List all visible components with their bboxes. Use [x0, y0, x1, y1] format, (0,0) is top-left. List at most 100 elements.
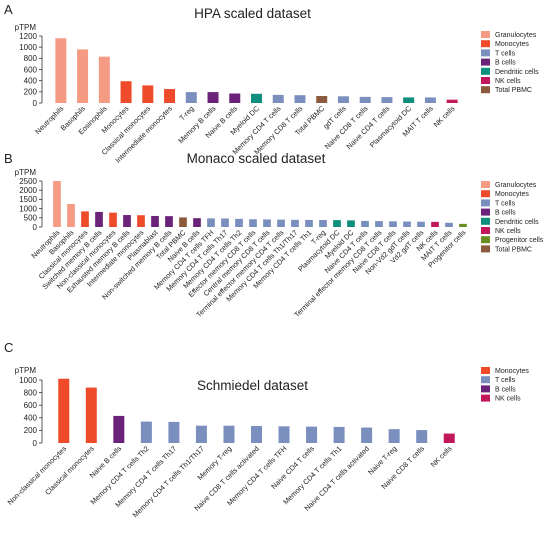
legend-label: NK cells — [495, 228, 521, 235]
legend-swatch — [481, 49, 490, 57]
legend-label: B cells — [495, 60, 516, 67]
chart-title: Monaco scaled dataset — [187, 151, 326, 166]
bar — [221, 218, 229, 227]
bar — [98, 56, 110, 103]
bar — [58, 378, 70, 443]
legend-swatch — [481, 376, 490, 384]
bar — [235, 218, 243, 227]
bar — [272, 94, 284, 103]
bar — [417, 221, 425, 227]
y-tick-label: 600 — [24, 401, 38, 410]
bar — [185, 92, 197, 103]
y-axis-label: pTPM — [15, 23, 37, 32]
bar — [305, 219, 313, 227]
y-tick-label: 0 — [33, 223, 38, 232]
legend-label: Monocytes — [495, 191, 529, 198]
panel-label: B — [4, 151, 13, 166]
y-tick-label: 1000 — [19, 43, 37, 52]
y-tick-label: 400 — [24, 414, 38, 423]
x-tick-label: NK cells — [429, 444, 454, 469]
y-tick-label: 2000 — [19, 186, 37, 195]
bar — [229, 93, 241, 103]
y-tick-label: 1000 — [19, 204, 37, 213]
bar — [359, 96, 371, 103]
bar — [388, 429, 400, 443]
chart-title: HPA scaled dataset — [194, 6, 311, 21]
legend-swatch — [481, 31, 490, 38]
legend-label: T cells — [495, 200, 516, 207]
chart-panel-a: A HPA scaled dataset pTPM 0 200 400 600 800 1000… — [4, 2, 539, 165]
bar — [249, 219, 257, 227]
bar — [381, 97, 393, 103]
legend: Granulocytes Monocytes T cells B cells Dendr… — [481, 181, 544, 253]
bar — [151, 215, 159, 227]
chart-title: Schmiedel dataset — [197, 378, 308, 393]
bar — [168, 421, 180, 443]
bar — [77, 49, 89, 103]
x-tick-label: NK cells — [432, 104, 457, 129]
legend-label: Granulocytes — [495, 32, 537, 39]
bar — [291, 219, 299, 227]
bar — [120, 81, 132, 103]
legend-swatch — [481, 40, 490, 48]
y-tick-label: 2500 — [19, 177, 37, 186]
x-tick-label: Classical monocytes — [43, 444, 96, 497]
bar — [347, 220, 355, 227]
legend-swatch — [481, 385, 490, 393]
legend-swatch — [481, 190, 490, 198]
legend-swatch — [481, 67, 490, 75]
legend: Monocytes T cells B cells NK cells — [481, 367, 529, 403]
bar — [446, 99, 458, 103]
legend-label: T cells — [495, 50, 516, 57]
bar — [424, 97, 436, 103]
legend-swatch — [481, 236, 490, 244]
bar — [207, 218, 215, 227]
legend: Granulocytes Monocytes T cells B cells Dendr… — [481, 31, 539, 94]
bar — [389, 221, 397, 227]
bar — [109, 212, 117, 227]
legend-swatch — [481, 208, 490, 216]
x-tick-label: Neutrophils — [33, 104, 65, 136]
y-tick-label: 800 — [24, 54, 38, 63]
bar — [333, 426, 345, 443]
bar — [113, 415, 125, 443]
bar — [375, 221, 383, 227]
legend-label: Total PBMC — [495, 246, 532, 253]
legend-swatch — [481, 394, 490, 402]
y-tick-label: 400 — [24, 76, 38, 85]
bar — [294, 95, 306, 103]
bar — [67, 204, 75, 227]
legend-swatch — [481, 227, 490, 234]
legend-label: Monocytes — [495, 41, 529, 48]
legend-label: NK cells — [495, 78, 521, 85]
bar — [337, 96, 349, 103]
y-tick-label: 800 — [24, 388, 38, 397]
legend-swatch — [481, 181, 490, 188]
y-axis-label: pTPM — [15, 168, 37, 177]
panel-label: A — [4, 2, 13, 17]
y-tick-label: 0 — [33, 439, 38, 448]
y-tick-label: 1500 — [19, 195, 37, 204]
legend-swatch — [481, 245, 490, 253]
bar — [443, 433, 455, 443]
bar — [223, 425, 235, 443]
legend-label: T cells — [495, 377, 516, 384]
legend-label: Dendritic cells — [495, 69, 539, 76]
legend-label: Dendritic cells — [495, 219, 539, 226]
bar — [55, 38, 67, 103]
legend-swatch — [481, 58, 490, 66]
bar — [316, 96, 328, 103]
bar — [277, 219, 285, 227]
y-tick-label: 1000 — [19, 376, 37, 385]
legend-swatch — [481, 217, 490, 225]
bar — [459, 223, 467, 227]
bar — [431, 221, 439, 227]
legend-swatch — [481, 367, 490, 374]
legend-swatch — [481, 77, 490, 84]
bar — [95, 211, 103, 227]
bar — [306, 426, 318, 443]
bar — [445, 222, 453, 227]
bar — [278, 426, 290, 443]
bar — [164, 89, 176, 103]
